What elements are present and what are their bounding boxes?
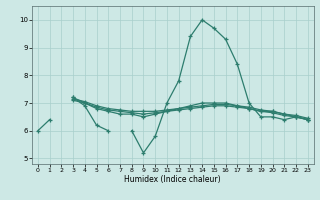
- X-axis label: Humidex (Indice chaleur): Humidex (Indice chaleur): [124, 175, 221, 184]
